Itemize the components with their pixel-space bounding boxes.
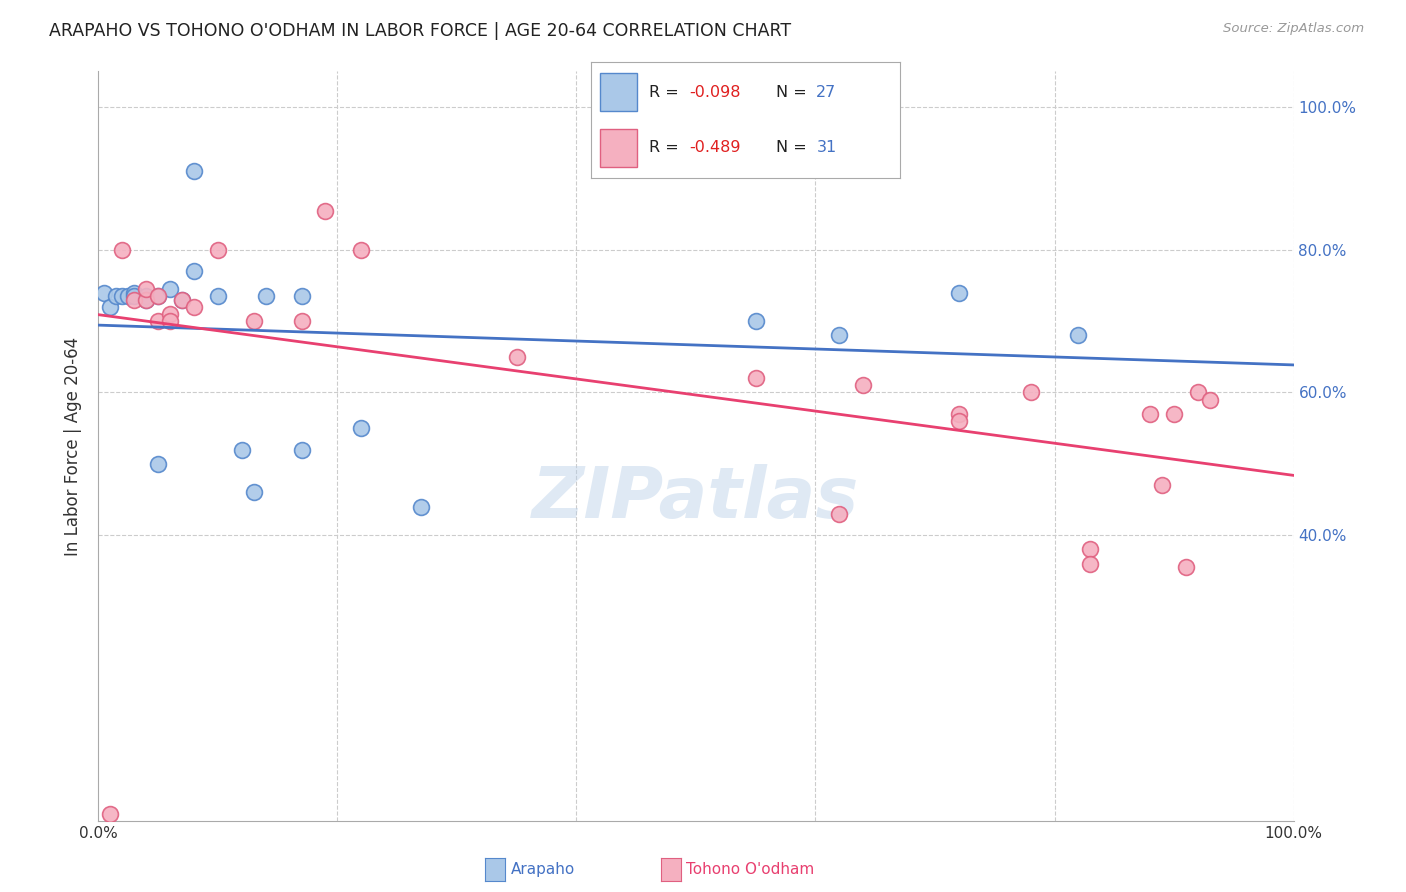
Point [1163, 407, 1185, 421]
Point [315, 203, 337, 218]
Point [148, 457, 170, 471]
Point [98, 806, 122, 821]
Point [350, 243, 373, 257]
Point [207, 243, 229, 257]
Bar [600, 128, 637, 167]
Point [172, 293, 194, 307]
Point [411, 500, 433, 514]
Text: ZIPatlas: ZIPatlas [533, 464, 859, 533]
Point [1150, 478, 1173, 492]
Point [135, 293, 157, 307]
Text: R =: R = [650, 140, 685, 155]
Point [506, 350, 529, 364]
Text: R =: R = [650, 85, 685, 100]
Point [1139, 407, 1161, 421]
Text: N =: N = [776, 85, 813, 100]
Point [1067, 328, 1090, 343]
Point [148, 314, 170, 328]
Point [243, 314, 266, 328]
Point [159, 314, 181, 328]
Point [231, 442, 253, 457]
Point [183, 300, 205, 314]
Point [183, 164, 205, 178]
Text: 27: 27 [817, 85, 837, 100]
Point [243, 485, 266, 500]
Point [948, 285, 970, 300]
Point [1019, 385, 1042, 400]
Point [1080, 557, 1102, 571]
Point [291, 442, 314, 457]
Point [135, 293, 157, 307]
Point [1187, 385, 1209, 400]
Point [254, 289, 277, 303]
Point [828, 507, 851, 521]
Point [117, 289, 139, 303]
Y-axis label: In Labor Force | Age 20-64: In Labor Force | Age 20-64 [65, 336, 83, 556]
Point [159, 282, 181, 296]
Text: Source: ZipAtlas.com: Source: ZipAtlas.com [1223, 22, 1364, 36]
Point [124, 285, 146, 300]
Point [124, 293, 146, 307]
Point [948, 407, 970, 421]
Text: Arapaho: Arapaho [510, 863, 575, 877]
Point [207, 289, 229, 303]
Point [105, 289, 128, 303]
Point [159, 307, 181, 321]
Point [828, 328, 851, 343]
Point [135, 289, 157, 303]
Point [291, 314, 314, 328]
Text: -0.489: -0.489 [689, 140, 741, 155]
Text: 31: 31 [817, 140, 837, 155]
Point [291, 289, 314, 303]
Point [98, 300, 122, 314]
Text: -0.098: -0.098 [689, 85, 741, 100]
Point [745, 371, 768, 385]
Point [948, 414, 970, 428]
Point [350, 421, 373, 435]
Point [135, 282, 157, 296]
Text: ARAPAHO VS TOHONO O'ODHAM IN LABOR FORCE | AGE 20-64 CORRELATION CHART: ARAPAHO VS TOHONO O'ODHAM IN LABOR FORCE… [49, 22, 792, 40]
Point [1198, 392, 1220, 407]
Point [93, 285, 115, 300]
Point [172, 293, 194, 307]
Point [111, 243, 134, 257]
Point [124, 289, 146, 303]
Point [1080, 542, 1102, 557]
Bar [600, 73, 637, 112]
Point [148, 289, 170, 303]
Point [745, 314, 768, 328]
Point [183, 264, 205, 278]
Point [111, 289, 134, 303]
Text: Tohono O'odham: Tohono O'odham [686, 863, 814, 877]
Point [1175, 560, 1198, 574]
Text: N =: N = [776, 140, 813, 155]
Point [852, 378, 875, 392]
Point [148, 289, 170, 303]
